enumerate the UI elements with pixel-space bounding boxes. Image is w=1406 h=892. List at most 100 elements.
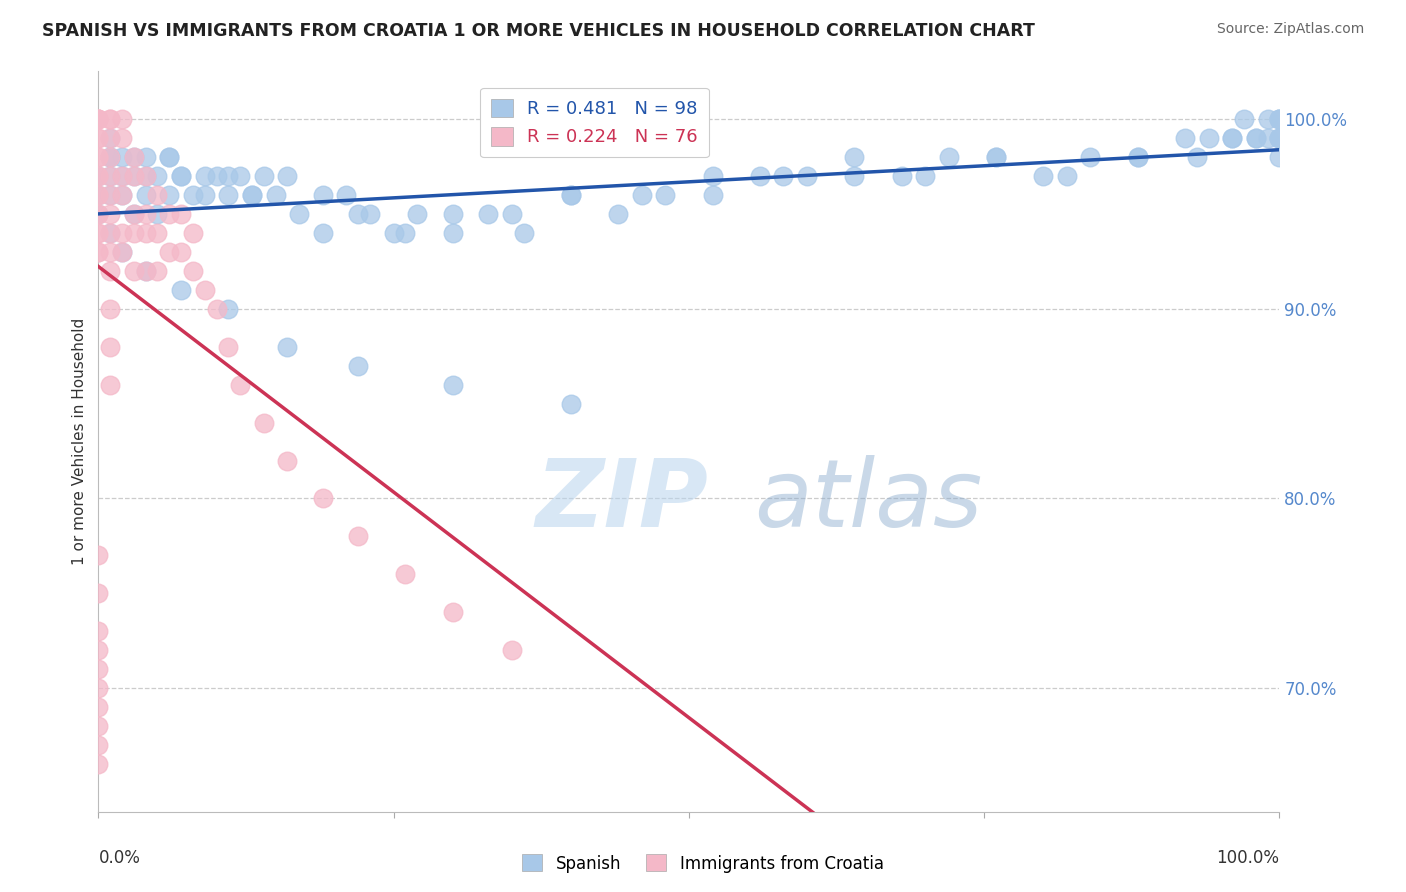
Point — [87, 169, 110, 183]
Point — [87, 549, 110, 563]
Point — [844, 150, 866, 164]
Point — [135, 207, 157, 221]
Point — [98, 150, 121, 164]
Text: ZIP: ZIP — [536, 455, 709, 547]
Point — [1126, 150, 1149, 164]
Point — [122, 207, 145, 221]
Point — [157, 187, 180, 202]
Point — [87, 757, 110, 772]
Point — [335, 187, 357, 202]
Point — [347, 529, 370, 543]
Point — [276, 453, 298, 467]
Point — [98, 187, 121, 202]
Point — [111, 150, 134, 164]
Point — [217, 187, 239, 202]
Point — [87, 244, 110, 259]
Point — [122, 263, 145, 277]
Point — [146, 169, 169, 183]
Point — [170, 244, 193, 259]
Point — [98, 377, 121, 392]
Point — [205, 301, 228, 316]
Point — [170, 169, 193, 183]
Point — [240, 187, 263, 202]
Point — [630, 187, 652, 202]
Point — [98, 226, 121, 240]
Point — [122, 226, 145, 240]
Point — [359, 207, 381, 221]
Point — [194, 169, 217, 183]
Point — [122, 150, 145, 164]
Point — [748, 169, 770, 183]
Point — [87, 150, 110, 164]
Point — [87, 207, 110, 221]
Point — [135, 187, 157, 202]
Text: 100.0%: 100.0% — [1216, 849, 1279, 867]
Point — [98, 301, 121, 316]
Point — [702, 169, 724, 183]
Point — [181, 263, 204, 277]
Point — [157, 207, 180, 221]
Point — [607, 207, 630, 221]
Point — [87, 187, 110, 202]
Point — [501, 207, 523, 221]
Point — [772, 169, 794, 183]
Point — [122, 150, 145, 164]
Point — [135, 263, 157, 277]
Point — [146, 263, 169, 277]
Point — [87, 226, 110, 240]
Point — [1268, 130, 1291, 145]
Point — [406, 207, 429, 221]
Y-axis label: 1 or more Vehicles in Household: 1 or more Vehicles in Household — [72, 318, 87, 566]
Point — [170, 283, 193, 297]
Point — [87, 112, 110, 126]
Point — [87, 130, 110, 145]
Point — [87, 719, 110, 733]
Point — [87, 112, 110, 126]
Point — [347, 359, 370, 373]
Point — [98, 130, 121, 145]
Point — [146, 226, 169, 240]
Point — [914, 169, 936, 183]
Point — [264, 187, 287, 202]
Point — [98, 244, 121, 259]
Point — [98, 263, 121, 277]
Point — [170, 207, 193, 221]
Point — [560, 396, 582, 410]
Point — [441, 606, 464, 620]
Point — [560, 187, 582, 202]
Point — [111, 169, 134, 183]
Point — [217, 340, 239, 354]
Point — [87, 169, 110, 183]
Point — [1056, 169, 1078, 183]
Point — [1244, 130, 1267, 145]
Point — [312, 187, 335, 202]
Point — [501, 643, 523, 657]
Point — [276, 169, 298, 183]
Point — [253, 169, 276, 183]
Point — [312, 226, 335, 240]
Point — [87, 681, 110, 696]
Point — [98, 150, 121, 164]
Point — [347, 207, 370, 221]
Point — [288, 207, 311, 221]
Point — [87, 187, 110, 202]
Point — [87, 244, 110, 259]
Point — [1220, 130, 1243, 145]
Legend: Spanish, Immigrants from Croatia: Spanish, Immigrants from Croatia — [516, 847, 890, 880]
Point — [87, 700, 110, 714]
Point — [98, 226, 121, 240]
Point — [441, 207, 464, 221]
Point — [87, 130, 110, 145]
Point — [1268, 112, 1291, 126]
Point — [1268, 130, 1291, 145]
Text: Source: ZipAtlas.com: Source: ZipAtlas.com — [1216, 22, 1364, 37]
Point — [938, 150, 960, 164]
Point — [87, 624, 110, 639]
Point — [135, 226, 157, 240]
Point — [98, 112, 121, 126]
Point — [111, 130, 134, 145]
Point — [253, 416, 276, 430]
Point — [205, 169, 228, 183]
Point — [87, 207, 110, 221]
Point — [111, 187, 134, 202]
